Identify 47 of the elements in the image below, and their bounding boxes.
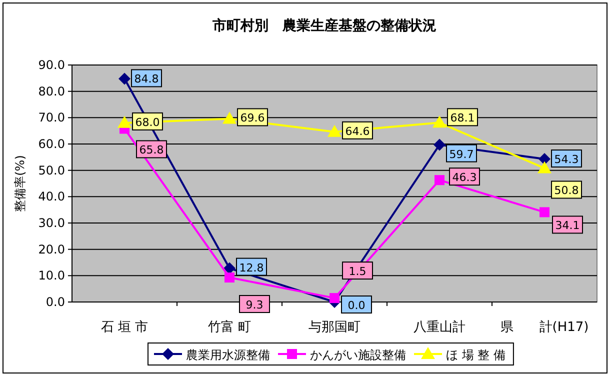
x-tick-label: 八重山計 bbox=[414, 320, 466, 335]
data-label: 9.3 bbox=[246, 298, 264, 312]
x-tick-label: 県 計(H17) bbox=[500, 320, 589, 335]
y-tick-label: 50.0 bbox=[38, 163, 65, 178]
point bbox=[118, 72, 130, 85]
data-label: 64.6 bbox=[345, 124, 370, 138]
point bbox=[224, 272, 234, 283]
x-tick-label: 石 垣 市 bbox=[100, 320, 148, 335]
point bbox=[432, 116, 446, 128]
data-label: 46.3 bbox=[452, 171, 477, 184]
point bbox=[538, 161, 552, 174]
data-label: 50.8 bbox=[554, 184, 579, 198]
y-tick-label: 80.0 bbox=[38, 84, 65, 98]
y-axis-title: 整備率(%) bbox=[13, 155, 27, 212]
point bbox=[222, 112, 236, 124]
point bbox=[540, 207, 550, 218]
x-tick-label: 与那国町 bbox=[308, 320, 360, 335]
data-label: 34.1 bbox=[555, 219, 580, 232]
legend-label: 農業用水源整備 bbox=[186, 348, 270, 362]
data-label: 69.6 bbox=[240, 112, 265, 125]
y-tick-label: 90.0 bbox=[38, 58, 65, 72]
point bbox=[538, 153, 550, 166]
y-tick-label: 70.0 bbox=[38, 110, 65, 125]
legend-label: ほ 場 整 備 bbox=[446, 348, 506, 362]
chart-title: 市町村別 農業生産基盤の整備状況 bbox=[212, 17, 436, 34]
y-tick-label: 20.0 bbox=[38, 242, 65, 256]
data-label: 54.3 bbox=[554, 153, 579, 166]
y-tick-label: 0.0 bbox=[46, 295, 65, 309]
point bbox=[330, 293, 340, 304]
data-label: 68.1 bbox=[450, 112, 475, 125]
y-tick-label: 30.0 bbox=[38, 216, 65, 230]
legend-label: かんがい施設整備 bbox=[310, 348, 406, 362]
point bbox=[434, 175, 444, 186]
data-label: 68.0 bbox=[135, 116, 160, 129]
y-tick-label: 40.0 bbox=[38, 190, 65, 204]
data-label: 0.0 bbox=[348, 299, 366, 312]
point bbox=[118, 116, 132, 128]
y-tick-label: 10.0 bbox=[38, 268, 65, 283]
data-label: 65.8 bbox=[139, 144, 164, 157]
x-tick-label: 竹富 町 bbox=[208, 319, 252, 335]
data-label: 1.5 bbox=[348, 265, 366, 278]
y-tick-label: 60.0 bbox=[38, 137, 65, 151]
point bbox=[328, 124, 342, 137]
data-label: 59.7 bbox=[449, 148, 474, 161]
data-label: 84.8 bbox=[134, 72, 159, 86]
data-label: 12.8 bbox=[239, 261, 264, 274]
point bbox=[434, 138, 446, 151]
